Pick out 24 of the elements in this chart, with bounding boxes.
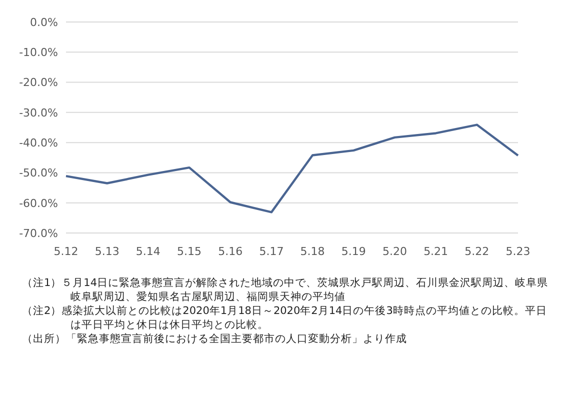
text: （注2）感染拡大以前との比較は2020年1月18日～2020年2月14日の午後3時時点の平均値との比較。平日は平日平均と休日は休日平均との比較。 <box>22 304 548 332</box>
y-tick-label: -50.0% <box>19 166 58 180</box>
y-tick-label: -70.0% <box>19 226 58 240</box>
y-tick-label: -60.0% <box>19 196 58 210</box>
x-tick-label: 5.16 <box>218 244 243 258</box>
x-tick-label: 5.20 <box>382 244 407 258</box>
text: （出所）「緊急事態宣言前後における全国主要都市の人口変動分析」より作成 <box>22 332 408 346</box>
y-tick-label: -20.0% <box>19 76 58 90</box>
x-tick-label: 5.18 <box>300 244 325 258</box>
x-tick-label: 5.13 <box>94 244 120 258</box>
x-tick-label: 5.22 <box>464 244 490 258</box>
x-tick-label: 5.19 <box>341 244 366 258</box>
x-tick-label: 5.17 <box>259 244 284 258</box>
x-tick-label: 5.15 <box>177 244 202 258</box>
line-series <box>64 124 520 214</box>
y-tick-label: 0.0% <box>30 16 58 29</box>
x-tick-label: 5.23 <box>506 244 530 258</box>
y-tick-label: -30.0% <box>19 106 58 120</box>
text: （注1）５月14日に緊急事態宣言が解除された地域の中で、茨城県水戸駅周辺、石川県金沢駅周辺、岐阜県岐阜駅周辺、愛知県名古屋駅周辺、福岡県天神の平均値 <box>22 276 550 304</box>
x-tick-label: 5.14 <box>136 244 160 258</box>
y-tick-label: -10.0% <box>19 46 58 60</box>
x-tick-label: 5.21 <box>424 244 448 258</box>
y-tick-label: -40.0% <box>19 136 58 150</box>
x-tick-label: 5.12 <box>54 244 78 258</box>
